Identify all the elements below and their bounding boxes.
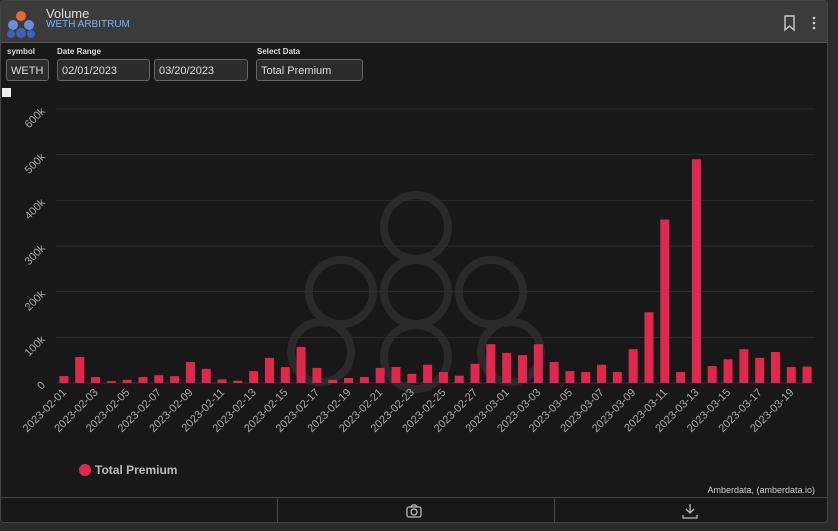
expand-toggle[interactable] (2, 88, 11, 97)
bar (533, 344, 543, 383)
bar (644, 312, 654, 383)
bar (264, 357, 274, 383)
bar (739, 349, 749, 383)
y-tick-label: 300k (23, 242, 49, 268)
select-label: Select Data (257, 47, 301, 56)
bar (249, 371, 259, 383)
bar (423, 364, 433, 383)
header: Volume WETH ARBITRUM (1, 1, 827, 43)
bar (328, 379, 338, 383)
bar (138, 377, 148, 383)
bar (565, 371, 575, 383)
bar (154, 375, 164, 383)
y-tick-label: 600k (23, 105, 49, 131)
bar (517, 355, 527, 383)
bar (802, 366, 812, 383)
title: Volume (46, 6, 90, 21)
widget: Volume WETH ARBITRUM symbol WETH Date Ra… (0, 0, 828, 523)
bar (660, 219, 670, 383)
bar (502, 352, 512, 383)
bar (59, 376, 69, 383)
bar (470, 363, 480, 383)
subtitle: WETH ARBITRUM (46, 19, 130, 30)
bar (707, 366, 717, 383)
bar (296, 346, 306, 383)
bar (407, 373, 417, 383)
y-tick-label: 100k (23, 333, 49, 359)
bar (676, 372, 686, 383)
y-tick-label: 500k (23, 151, 49, 177)
bar (486, 344, 496, 383)
bar (233, 380, 243, 383)
footer (1, 497, 827, 522)
y-tick-label: 400k (23, 196, 49, 222)
bar (312, 367, 322, 383)
bar (391, 367, 401, 383)
y-tick-label: 0 (35, 379, 48, 392)
symbol-input[interactable]: WETH (6, 59, 49, 81)
legend-swatch (79, 464, 91, 476)
bar (438, 372, 448, 383)
y-tick-label: 200k (23, 288, 49, 314)
bar (344, 377, 354, 383)
bar (581, 372, 591, 383)
bar (597, 364, 607, 383)
chart: 0100k200k300k400k500k600k2023-02-012023-… (2, 88, 815, 495)
bar (185, 361, 195, 383)
bar (612, 372, 622, 383)
bar (122, 379, 132, 383)
date-range-label: Date Range (57, 47, 102, 56)
bar (217, 379, 227, 383)
bar (106, 381, 116, 383)
bar (755, 357, 765, 383)
symbol-label: symbol (7, 47, 36, 56)
start-date-input[interactable]: 02/01/2023 (57, 59, 150, 81)
bar (91, 377, 101, 383)
bar (786, 367, 796, 383)
header-icons[interactable] (781, 14, 821, 34)
download-button[interactable] (680, 501, 700, 521)
bar (628, 349, 638, 383)
bar (454, 375, 464, 383)
bar (723, 359, 733, 383)
bar (75, 356, 85, 383)
camera-button[interactable] (404, 501, 424, 521)
source-credit: Amberdata, (amberdata.io) (707, 485, 815, 495)
bar (359, 377, 369, 383)
bar (280, 367, 290, 383)
bar (549, 361, 559, 383)
bar (691, 159, 701, 383)
bar (170, 376, 180, 383)
bar (770, 351, 780, 383)
bar (375, 367, 385, 383)
logo (7, 11, 35, 38)
bar (201, 368, 211, 383)
end-date-input[interactable]: 03/20/2023 (154, 59, 248, 81)
select-input[interactable]: Total Premium (256, 59, 363, 81)
legend-label: Total Premium (95, 463, 177, 477)
